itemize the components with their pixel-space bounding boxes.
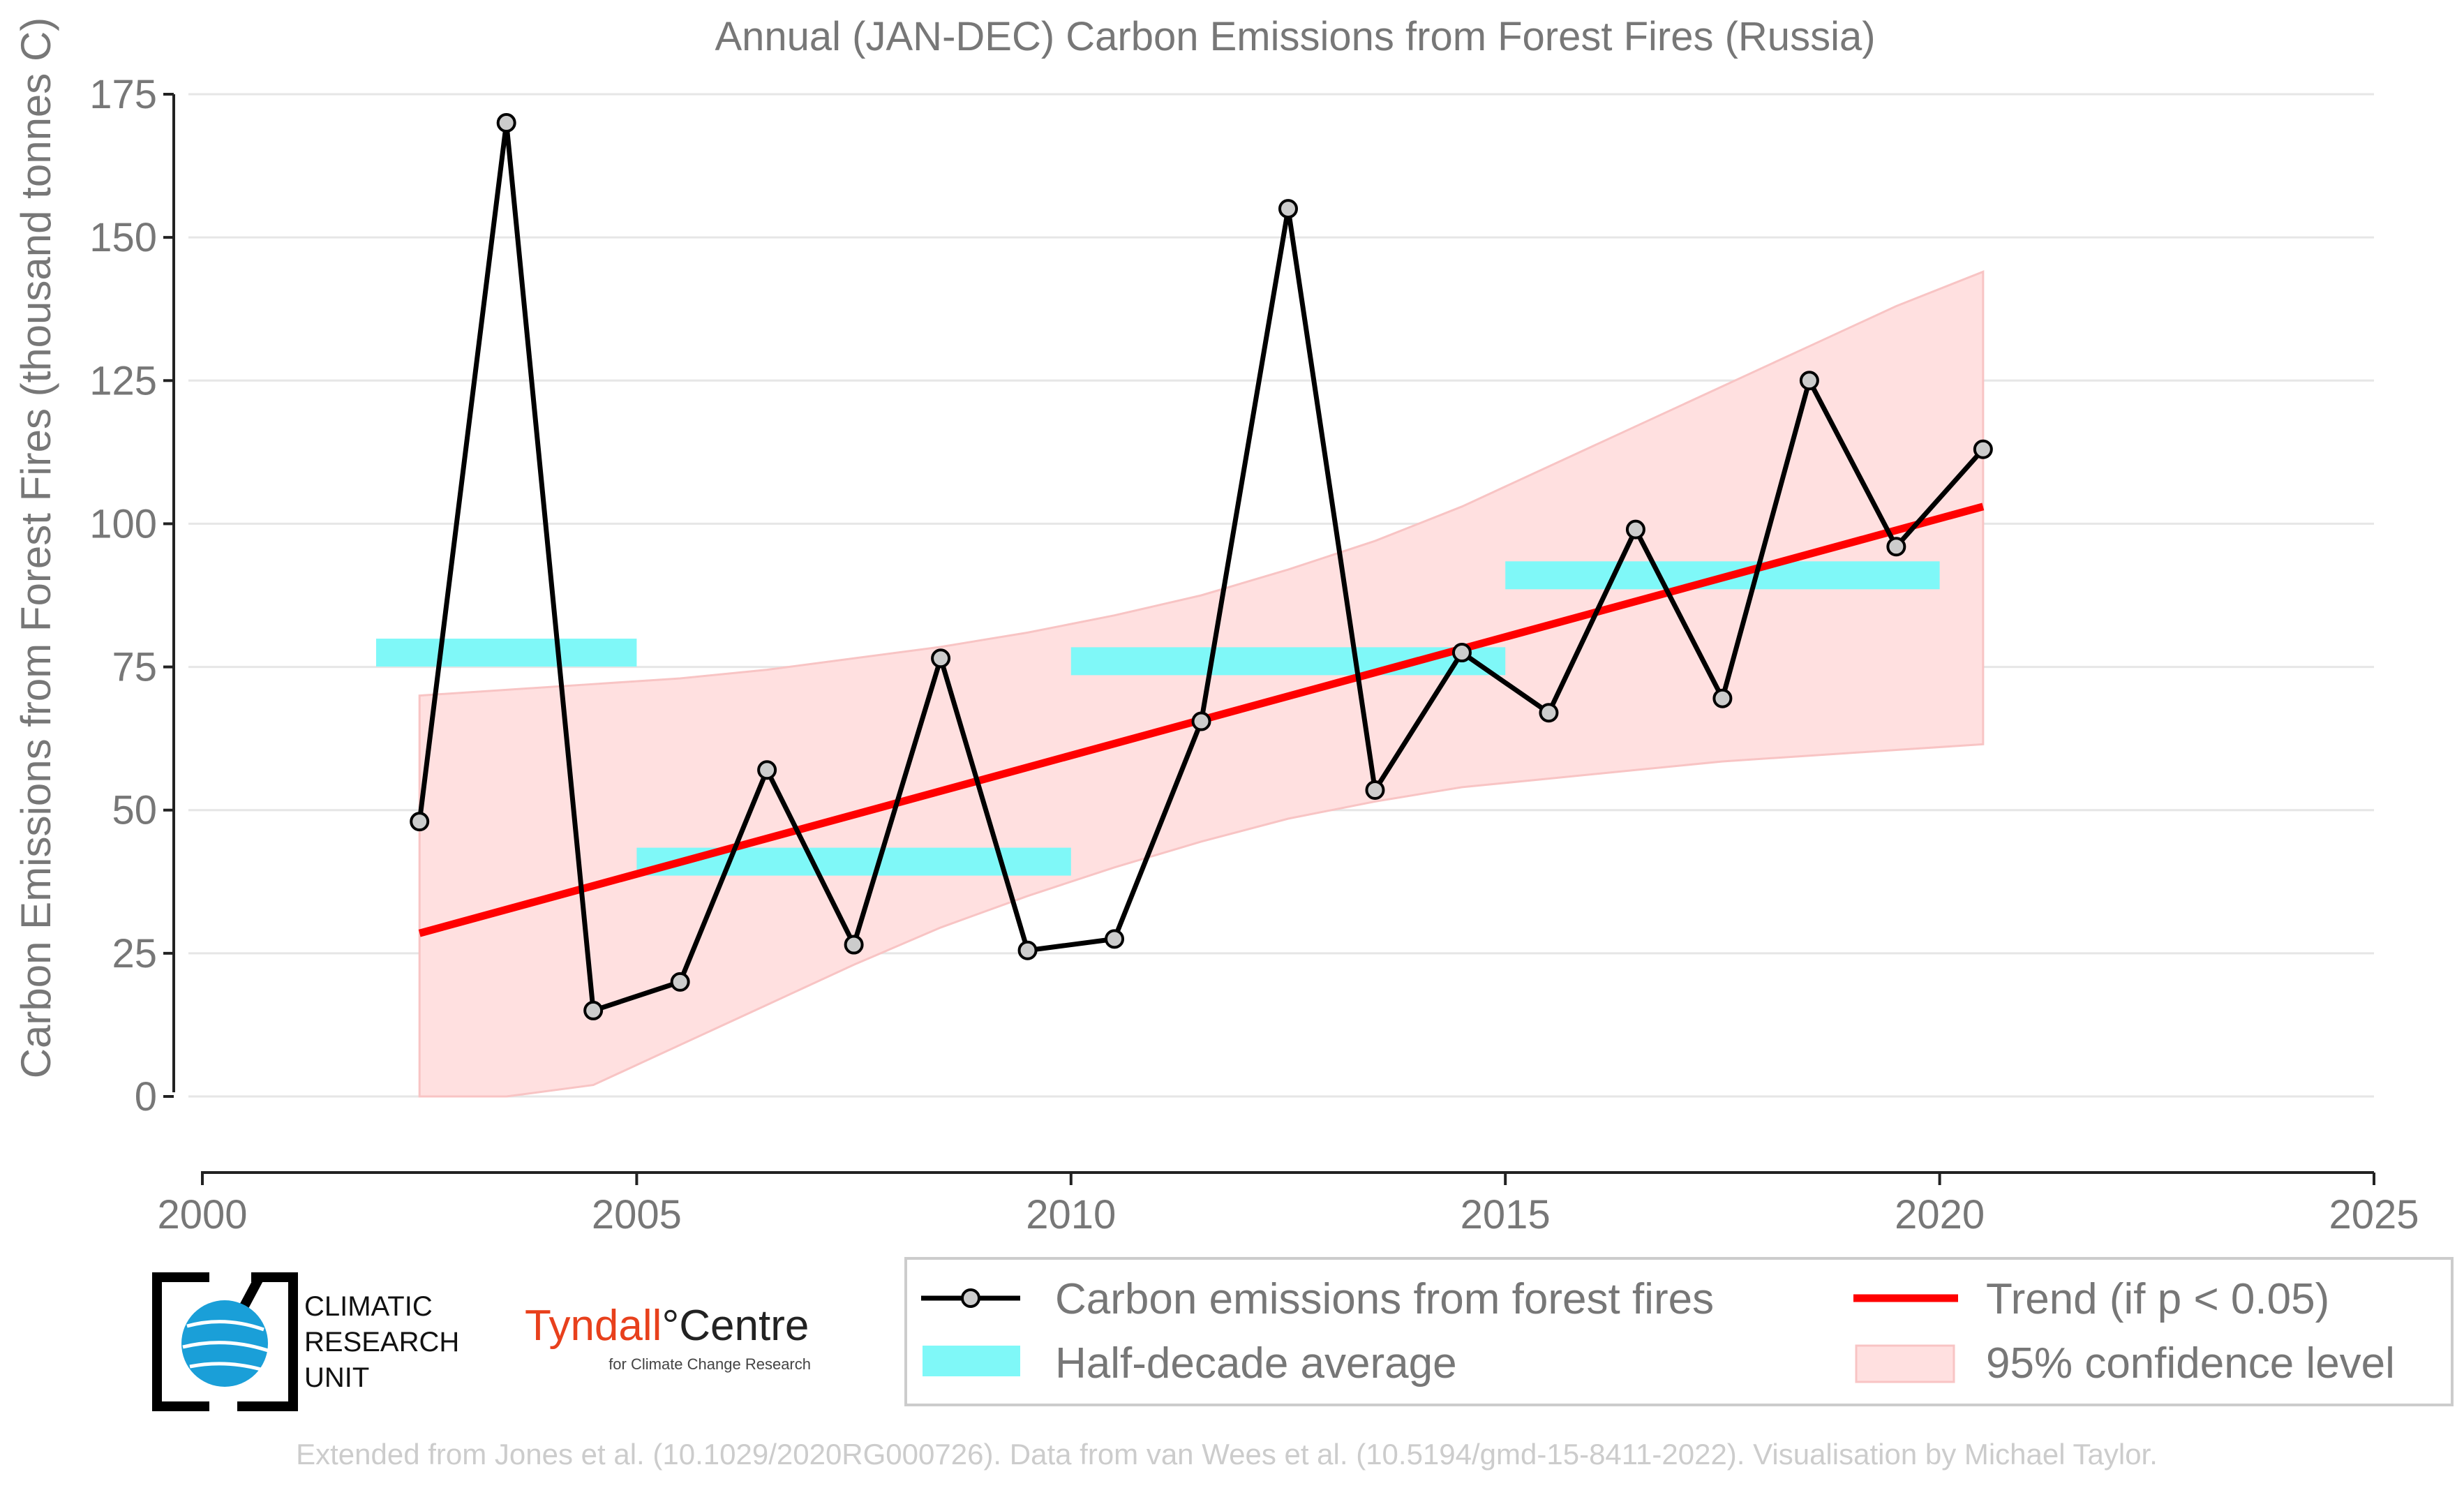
y-tick-label-0: 0 [135,1074,157,1119]
y-tick-label-175: 175 [89,72,157,117]
legend-label-emissions: Carbon emissions from forest fires [1055,1275,1714,1323]
emissions-point-9 [1191,711,1211,731]
emissions-point-0 [410,812,430,832]
x-tick-label-2005: 2005 [592,1192,682,1237]
cru-text-1: CLIMATIC [304,1291,433,1322]
y-tick-label-75: 75 [112,645,157,690]
tyndall-name-part2: °Centre [662,1302,809,1350]
x-tick-label-2010: 2010 [1026,1192,1116,1237]
x-tick-label-2000: 2000 [157,1192,247,1237]
legend: Carbon emissions from forest fires Trend… [904,1257,2454,1406]
chart-title: Annual (JAN-DEC) Carbon Emissions from F… [715,14,1875,59]
legend-swatch-half-decade [923,1346,1020,1376]
legend-swatch-confidence [1855,1344,1955,1383]
emissions-point-3 [670,972,690,992]
emissions-point-5 [844,935,864,955]
cru-logo-frame-right [237,1272,298,1411]
y-tick-label-150: 150 [89,215,157,260]
legend-swatch-emissions-marker [961,1288,980,1308]
cru-logo: CLIMATIC RESEARCH UNIT [152,1272,459,1411]
emissions-point-15 [1712,688,1733,708]
emissions-point-4 [757,760,777,780]
cru-logo-frame-left [152,1272,209,1411]
half-decade-bar-2 [1070,647,1506,676]
y-ticks: 0 25 50 75 100 125 150 175 [89,72,174,1119]
emissions-point-16 [1799,371,1819,391]
x-tick-label-2020: 2020 [1895,1192,1985,1237]
legend-label-confidence: 95% confidence level [1986,1339,2395,1387]
y-tick-label-125: 125 [89,358,157,403]
confidence-band [418,270,1985,1098]
emissions-point-11 [1365,780,1385,800]
y-tick-label-25: 25 [112,931,157,976]
tyndall-logo: Tyndall°Centre for Climate Change Resear… [525,1302,811,1373]
emissions-point-6 [931,648,951,669]
half-decade-bar-0 [375,639,637,667]
axes [172,94,2374,1174]
emissions-point-8 [1105,929,1125,949]
x-ticks: 2000 2005 2010 2015 2020 2025 [157,1173,2419,1237]
y-tick-label-100: 100 [89,501,157,546]
legend-label-half-decade: Half-decade average [1055,1339,1457,1387]
y-tick-label-50: 50 [112,788,157,833]
emissions-point-18 [1973,439,1993,459]
cru-text-3: UNIT [304,1362,369,1393]
footer-credit: Extended from Jones et al. (10.1029/2020… [296,1438,2158,1471]
emissions-point-17 [1886,537,1906,557]
tyndall-name-part1: Tyndall [525,1302,662,1350]
cru-text-2: RESEARCH [304,1327,459,1357]
tyndall-subtitle: for Climate Change Research [608,1355,811,1373]
legend-label-trend: Trend (if p < 0.05) [1986,1275,2329,1323]
emissions-point-7 [1017,940,1038,960]
y-axis-label: Carbon Emissions from Forest Fires (thou… [13,17,59,1079]
emissions-point-13 [1539,703,1559,723]
emissions-series [410,113,1993,1020]
emissions-point-10 [1278,199,1298,219]
tyndall-name: Tyndall°Centre [525,1302,809,1350]
x-tick-label-2015: 2015 [1461,1192,1551,1237]
legend-box [904,1257,2454,1406]
confidence-band-area [418,270,1985,1098]
emissions-point-2 [583,1000,604,1020]
emissions-point-14 [1625,519,1645,540]
emissions-point-1 [496,113,516,133]
globe-lines [182,1320,269,1371]
emissions-point-12 [1451,643,1472,663]
x-tick-label-2025: 2025 [2329,1192,2419,1237]
